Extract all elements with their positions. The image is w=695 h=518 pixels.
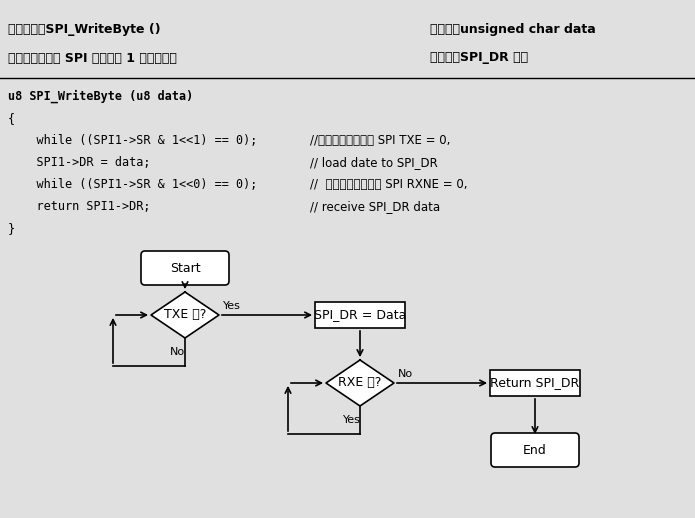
Text: //  輸入暫存器不為空 SPI RXNE = 0,: // 輸入暫存器不為空 SPI RXNE = 0, xyxy=(310,178,468,191)
Text: Return SPI_DR: Return SPI_DR xyxy=(491,377,580,390)
Text: SPI_DR = Data: SPI_DR = Data xyxy=(314,309,406,322)
Text: Yes: Yes xyxy=(223,301,241,311)
Text: 輸　入：unsigned char data: 輸 入：unsigned char data xyxy=(430,23,596,36)
Text: Yes: Yes xyxy=(343,415,361,425)
Text: No: No xyxy=(170,347,185,357)
Text: 功能敘述：使用 SPI 框架傳送 1 位元組資料: 功能敘述：使用 SPI 框架傳送 1 位元組資料 xyxy=(8,51,177,65)
Polygon shape xyxy=(326,360,394,406)
Text: End: End xyxy=(523,443,547,456)
Text: return SPI1->DR;: return SPI1->DR; xyxy=(8,200,151,213)
Text: // load date to SPI_DR: // load date to SPI_DR xyxy=(310,156,438,169)
Text: TXE 非?: TXE 非? xyxy=(164,309,206,322)
Text: 程式名稱：SPI_WriteByte (): 程式名稱：SPI_WriteByte () xyxy=(8,23,161,36)
Text: No: No xyxy=(398,369,413,379)
Text: //輸出暫存器不為空 SPI TXE = 0,: //輸出暫存器不為空 SPI TXE = 0, xyxy=(310,134,450,147)
Text: Start: Start xyxy=(170,262,200,275)
FancyBboxPatch shape xyxy=(141,251,229,285)
Polygon shape xyxy=(151,292,219,338)
Text: 輸　出：SPI_DR 資料: 輸 出：SPI_DR 資料 xyxy=(430,51,528,65)
Text: RXE 非?: RXE 非? xyxy=(338,377,382,390)
Text: SPI1->DR = data;: SPI1->DR = data; xyxy=(8,156,151,169)
Text: while ((SPI1->SR & 1<<1) == 0);: while ((SPI1->SR & 1<<1) == 0); xyxy=(8,134,257,147)
Bar xyxy=(315,302,405,328)
Text: {: { xyxy=(8,112,15,125)
Text: // receive SPI_DR data: // receive SPI_DR data xyxy=(310,200,440,213)
Text: u8 SPI_WriteByte (u8 data): u8 SPI_WriteByte (u8 data) xyxy=(8,90,193,104)
FancyBboxPatch shape xyxy=(491,433,579,467)
Text: while ((SPI1->SR & 1<<0) == 0);: while ((SPI1->SR & 1<<0) == 0); xyxy=(8,178,257,191)
Bar xyxy=(490,370,580,396)
Text: }: } xyxy=(8,222,15,235)
